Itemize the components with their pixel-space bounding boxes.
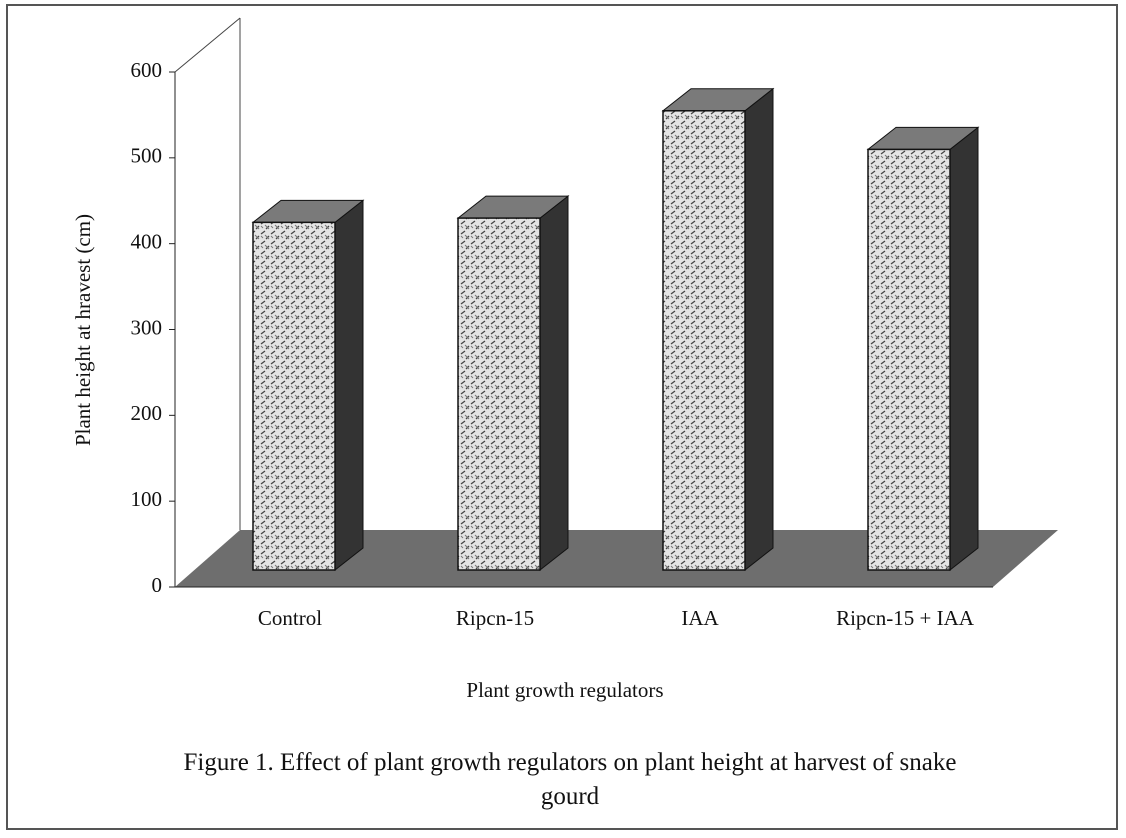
bar bbox=[252, 221, 336, 571]
floor bbox=[175, 530, 1058, 587]
x-tick-label: Ripcn-15 bbox=[456, 606, 534, 630]
y-tick-label: 200 bbox=[131, 401, 163, 425]
y-tick-label: 100 bbox=[131, 487, 163, 511]
y-tick-label: 300 bbox=[131, 315, 163, 339]
y-tick-label: 600 bbox=[131, 58, 163, 82]
y-tick-label: 400 bbox=[131, 229, 163, 253]
y-tick-label: 500 bbox=[131, 144, 163, 168]
bar-side bbox=[949, 126, 979, 572]
wall-edge bbox=[174, 17, 241, 73]
bar bbox=[867, 148, 951, 571]
frame bbox=[6, 4, 1118, 830]
bar bbox=[662, 110, 746, 571]
y-axis-label: Plant height at hravest (cm) bbox=[71, 214, 95, 446]
bar-side bbox=[744, 87, 774, 572]
caption: Figure 1. Effect of plant growth regulat… bbox=[183, 749, 957, 810]
bar-side bbox=[539, 195, 569, 572]
x-axis-label: Plant growth regulators bbox=[466, 678, 663, 702]
x-tick-label: IAA bbox=[681, 606, 719, 630]
bar bbox=[457, 217, 541, 571]
x-tick-label: Control bbox=[258, 606, 322, 630]
x-tick-label: Ripcn-15 + IAA bbox=[836, 606, 975, 630]
bar-side bbox=[334, 199, 364, 572]
y-tick-label: 0 bbox=[152, 573, 163, 597]
